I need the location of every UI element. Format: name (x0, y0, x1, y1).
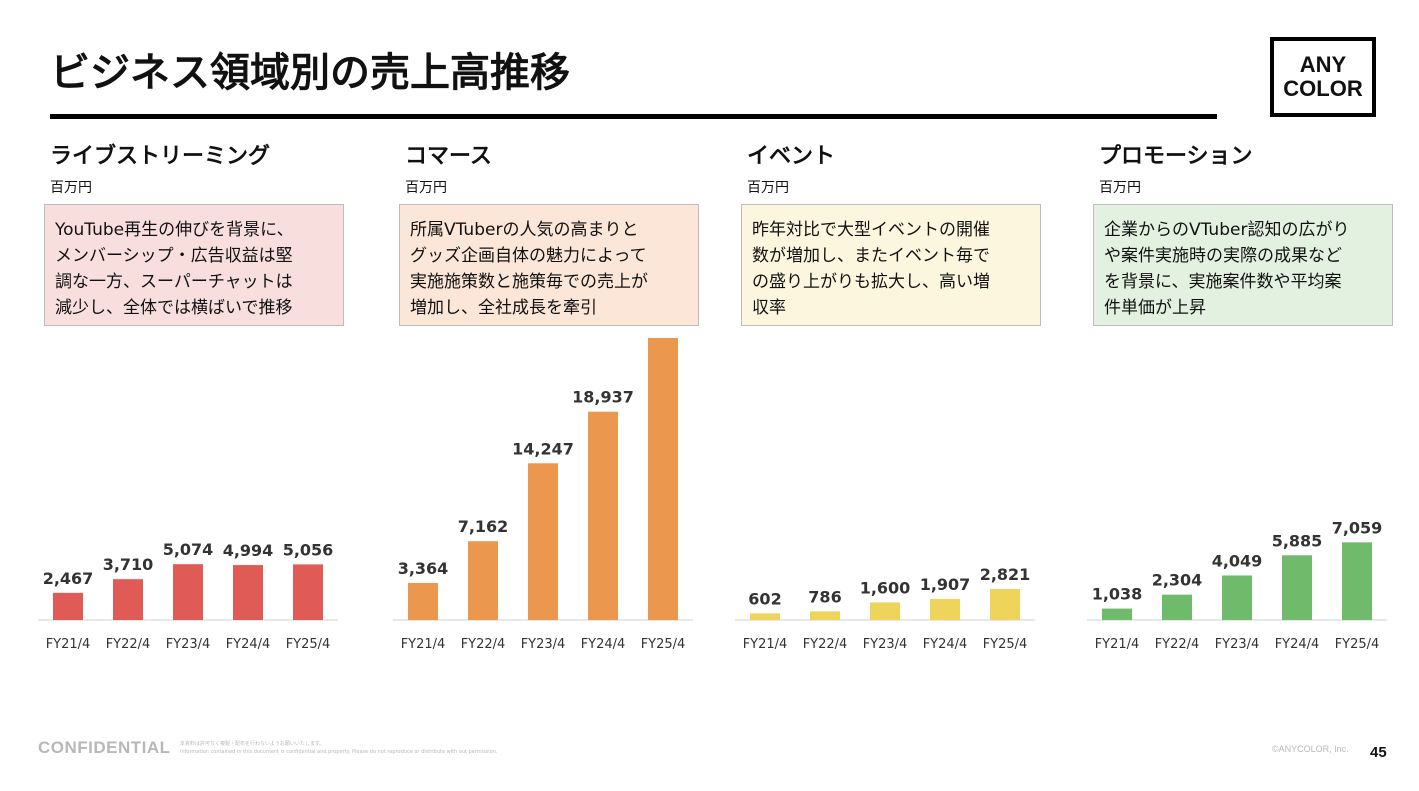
segment-note: 所属VTuberの人気の高まりと グッズ企画自体の魅力によって 実施施策数と施策… (399, 204, 699, 326)
bar-FY25/4 (293, 564, 323, 620)
bar-FY23/4 (173, 564, 203, 620)
data-label: 4,994 (223, 541, 274, 560)
bar-FY24/4 (233, 565, 263, 620)
data-label: 7,162 (458, 517, 509, 536)
data-label: 14,247 (512, 439, 574, 458)
page-number: 45 (1370, 744, 1387, 761)
anycolor-logo: ANY COLOR (1270, 37, 1376, 117)
bar-FY25/4 (990, 588, 1020, 620)
logo-line-2: COLOR (1283, 76, 1363, 101)
segment-note: 昨年対比で大型イベントの開催 数が増加し、またイベント毎で の盛り上がりも拡大し… (741, 204, 1041, 326)
bar-FY24/4 (588, 411, 618, 620)
disclaimer-line-en: Information contained in this document i… (180, 749, 498, 755)
segment-note: 企業からのVTuber認知の広がり や案件実施時の実際の成果など を背景に、実施… (1093, 204, 1393, 326)
unit-label: 百万円 (747, 180, 789, 196)
data-label: 786 (808, 587, 841, 606)
confidential-label: CONFIDENTIAL (38, 738, 171, 757)
x-tick-label: FY23/4 (521, 637, 566, 652)
disclaimer-line-jp: 本資料は許可なく複製・配布を行わないようお願いいたします。 (180, 741, 325, 747)
x-tick-label: FY24/4 (923, 637, 968, 652)
unit-label: 百万円 (50, 180, 92, 196)
data-label: 4,049 (1212, 551, 1263, 570)
data-label: 1,038 (1092, 585, 1143, 604)
data-label: 18,937 (572, 388, 634, 407)
data-label: 602 (748, 589, 781, 608)
bar-FY21/4 (408, 582, 438, 620)
bar-FY25/4 (648, 338, 678, 620)
segment-title: コマース (405, 144, 492, 169)
bar-FY21/4 (750, 613, 780, 620)
segment-title: ライブストリーミング (50, 144, 271, 169)
x-tick-label: FY23/4 (166, 637, 211, 652)
x-tick-label: FY25/4 (983, 637, 1028, 652)
x-tick-label: FY22/4 (461, 637, 506, 652)
bar-FY22/4 (1162, 594, 1192, 620)
data-label: 2,821 (980, 565, 1031, 584)
bar-FY22/4 (113, 579, 143, 620)
data-label: 5,056 (283, 540, 334, 559)
data-label: 2,467 (43, 569, 94, 588)
x-tick-label: FY23/4 (863, 637, 908, 652)
bar-FY24/4 (1282, 555, 1312, 620)
data-label: 3,710 (103, 555, 154, 574)
data-label: 7,059 (1332, 518, 1383, 537)
unit-label: 百万円 (1099, 180, 1141, 196)
x-tick-label: FY24/4 (581, 637, 626, 652)
data-label: 1,907 (920, 575, 971, 594)
title-underline (50, 114, 1217, 119)
x-tick-label: FY24/4 (226, 637, 271, 652)
bar-chart-livestreaming: 2,467 FY21/4 3,710 FY22/4 5,074 FY23/4 4,994 FY… (38, 540, 338, 652)
segment-title: プロモーション (1099, 144, 1253, 169)
segment-title: イベント (747, 144, 836, 169)
segment-note: YouTube再生の伸びを背景に、 メンバーシップ・広告収益は堅 調な一方、スー… (44, 204, 344, 326)
copyright: ©ANYCOLOR, Inc. (1272, 744, 1349, 754)
bar-FY21/4 (1102, 608, 1132, 620)
data-label: 5,885 (1272, 531, 1323, 550)
bar-chart-promotion: 1,038 FY21/4 2,304 FY22/4 4,049 FY23/4 5,885 FY… (1087, 518, 1387, 652)
disclaimer-text: 本資料は許可なく複製・配布を行わないようお願いいたします。 Informatio… (180, 740, 497, 756)
bar-FY25/4 (1342, 542, 1372, 620)
bar-FY24/4 (930, 599, 960, 620)
bar-FY23/4 (528, 463, 558, 620)
data-label: 3,364 (398, 559, 449, 578)
data-label: 2,304 (1152, 571, 1203, 590)
x-tick-label: FY25/4 (641, 637, 686, 652)
page-title: ビジネス領域別の売上高推移 (50, 50, 570, 96)
bar-FY23/4 (1222, 575, 1252, 620)
bar-FY23/4 (870, 602, 900, 620)
x-tick-label: FY23/4 (1215, 637, 1260, 652)
x-tick-label: FY24/4 (1275, 637, 1320, 652)
x-tick-label: FY25/4 (286, 637, 331, 652)
data-label: 1,600 (860, 578, 911, 597)
bar-FY22/4 (468, 541, 498, 620)
bar-FY22/4 (810, 611, 840, 620)
bar-chart-commerce: 3,364 FY21/4 7,162 FY22/4 14,247 FY23/4 18,937… (393, 338, 693, 652)
x-tick-label: FY22/4 (1155, 637, 1200, 652)
x-tick-label: FY25/4 (1335, 637, 1380, 652)
x-tick-label: FY22/4 (803, 637, 848, 652)
bar-FY21/4 (53, 592, 83, 620)
x-tick-label: FY21/4 (401, 637, 446, 652)
x-tick-label: FY22/4 (106, 637, 151, 652)
logo-line-1: ANY (1299, 52, 1347, 77)
x-tick-label: FY21/4 (1095, 637, 1140, 652)
unit-label: 百万円 (405, 180, 447, 196)
x-tick-label: FY21/4 (46, 637, 91, 652)
data-label: 5,074 (163, 540, 214, 559)
x-tick-label: FY21/4 (743, 637, 788, 652)
bar-chart-event: 602 FY21/4 786 FY22/4 1,600 FY23/4 1,907 FY24/4… (735, 565, 1035, 652)
